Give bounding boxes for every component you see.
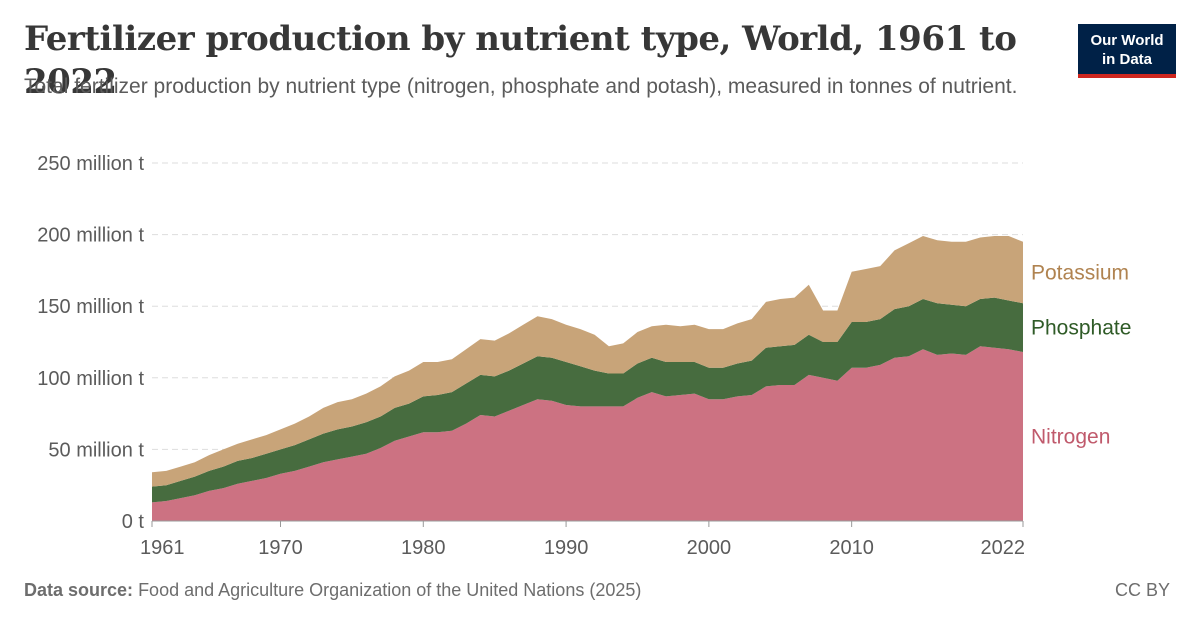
chart-subtitle: Total fertilizer production by nutrient … [24,75,1018,98]
data-source: Data source: Food and Agriculture Organi… [24,580,641,601]
x-tick-label: 2000 [687,537,732,559]
x-tick-label: 2010 [829,537,874,559]
x-tick-label: 2022 [981,537,1026,559]
y-tick-label: 0 t [122,511,145,533]
y-tick-label: 50 million t [48,439,144,461]
series-label-phosphate: Phosphate [1031,317,1131,340]
logo-line-1: Our World [1090,32,1164,49]
y-tick-label: 100 million t [37,368,144,390]
x-tick-label: 1970 [258,537,303,559]
license-link[interactable]: CC BY [1114,580,1170,600]
series-label-potassium: Potassium [1031,262,1129,285]
x-tick-label: 1961 [140,537,185,559]
data-source-label: Data source: [24,580,134,600]
x-tick-label: 1990 [544,537,589,559]
chart-title: Fertilizer production by nutrient type, … [24,19,1017,102]
area-potassium[interactable] [152,236,1023,487]
data-source-text: Food and Agriculture Organization of the… [138,580,642,600]
logo-line-2: in Data [1101,51,1152,68]
y-tick-label: 150 million t [37,296,144,318]
y-tick-label: 200 million t [37,225,144,247]
y-tick-label: 250 million t [37,153,144,175]
x-tick-label: 1980 [401,537,446,559]
series-label-nitrogen: Nitrogen [1031,426,1110,449]
owid-logo[interactable]: Our World in Data [1078,24,1176,78]
axes: 0 t 50 million t 100 million t 150 million … [37,153,1025,559]
series-labels: Nitrogen Phosphate Potassium [1031,262,1131,449]
area-series [152,236,1023,521]
area-nitrogen[interactable] [152,346,1023,521]
area-phosphate[interactable] [152,297,1023,503]
